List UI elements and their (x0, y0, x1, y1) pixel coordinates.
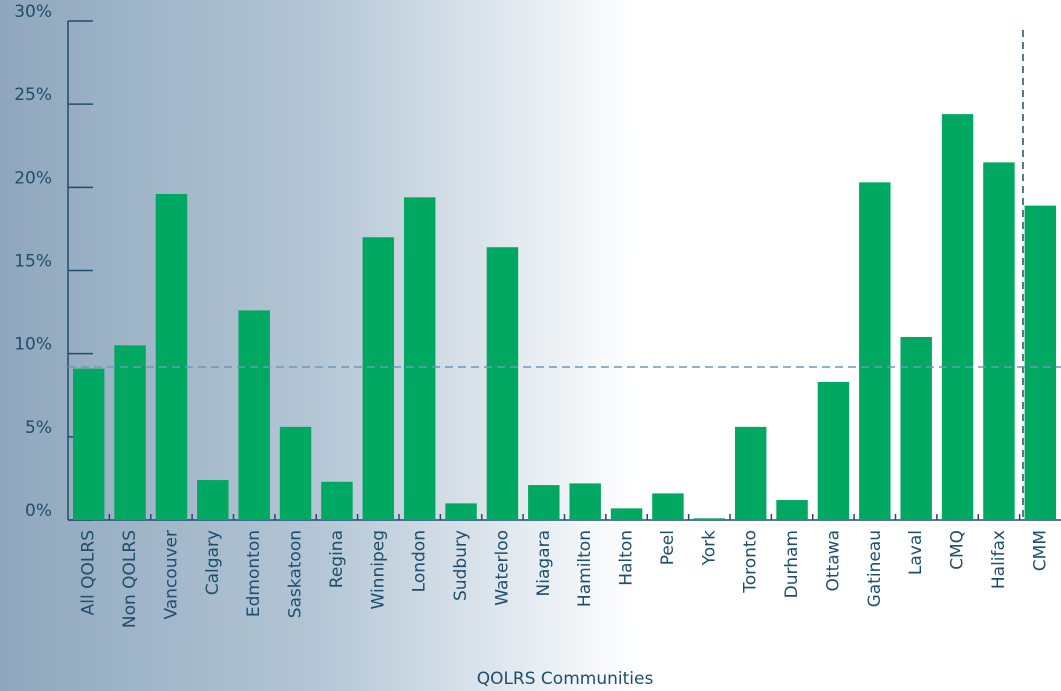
x-tick-label: Hamilton (575, 530, 595, 607)
bar (72, 368, 105, 520)
y-tick-label: 15% (14, 252, 52, 272)
bar (983, 162, 1015, 520)
x-tick-label: Niagara (534, 530, 554, 596)
bar (734, 426, 767, 520)
bar (403, 197, 436, 520)
x-tick-label: Gatineau (865, 530, 885, 607)
y-tick-label: 5% (25, 418, 52, 438)
y-tick-label: 0% (25, 501, 52, 521)
bar (941, 114, 974, 520)
x-tick-label: CMM (1030, 530, 1050, 571)
x-tick-label: Laval (906, 530, 926, 575)
bar (569, 483, 601, 520)
bar (362, 237, 395, 520)
x-tick-label: Toronto (741, 530, 761, 594)
x-tick-label: Vancouver (161, 530, 181, 620)
bar (321, 481, 353, 520)
x-tick-label: Ottawa (823, 530, 843, 591)
x-tick-label: Edmonton (244, 530, 264, 617)
x-tick-label: Winnipeg (368, 530, 388, 609)
bar (445, 503, 477, 520)
y-tick-label: 10% (14, 335, 52, 355)
bar (114, 345, 146, 520)
x-tick-label: Saskatoon (286, 530, 306, 618)
x-tick-label: Halton (617, 530, 637, 586)
bar (486, 247, 519, 521)
y-tick-label: 20% (14, 168, 52, 188)
x-tick-label: Waterloo (492, 530, 512, 606)
x-tick-label: Calgary (203, 530, 223, 595)
bar (693, 518, 726, 520)
x-tick-label: Non QOLRS (120, 530, 140, 628)
x-axis-title: QOLRS Communities (477, 669, 654, 689)
bar (859, 182, 891, 521)
x-tick-label: Regina (327, 530, 347, 588)
bar (817, 381, 850, 520)
bar (776, 500, 808, 520)
x-tick-label: Durham (782, 530, 802, 598)
bar (155, 193, 188, 520)
x-tick-label: All QOLRS (79, 530, 99, 615)
x-tick-label: CMQ (948, 530, 968, 570)
y-tick-label: 25% (14, 85, 52, 105)
bar (610, 508, 643, 520)
bar (197, 480, 229, 520)
bar (238, 310, 270, 520)
x-tick-label: Sudbury (451, 530, 471, 601)
bar (652, 493, 684, 520)
bar (279, 426, 312, 520)
x-tick-label: London (410, 530, 430, 592)
x-tick-label: Halifax (989, 530, 1009, 589)
y-tick-label: 30% (14, 2, 52, 22)
x-tick-label: Peel (658, 530, 678, 565)
x-tick-label: York (699, 530, 719, 567)
bar (900, 337, 932, 520)
bar (528, 485, 560, 520)
bar (1024, 205, 1057, 520)
